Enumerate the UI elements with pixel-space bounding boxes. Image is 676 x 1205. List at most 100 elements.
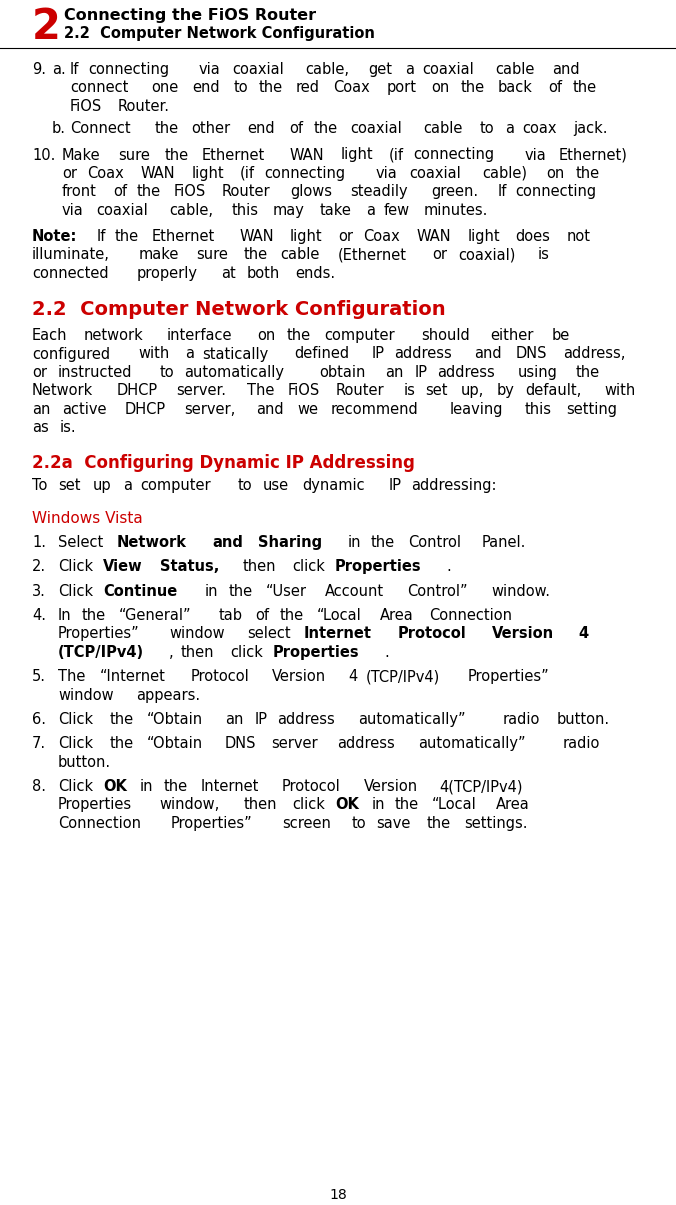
Text: set: set [425, 383, 448, 398]
Text: Connecting the FiOS Router: Connecting the FiOS Router [64, 8, 316, 23]
Text: the: the [314, 122, 337, 136]
Text: or: or [62, 166, 77, 181]
Text: at: at [222, 266, 237, 281]
Text: Each: Each [32, 328, 68, 343]
Text: front: front [62, 184, 97, 199]
Text: FiOS: FiOS [70, 99, 102, 113]
Text: the: the [243, 247, 268, 263]
Text: address: address [437, 365, 496, 380]
Text: using: using [518, 365, 558, 380]
Text: radio: radio [563, 736, 600, 752]
Text: OK: OK [335, 798, 359, 812]
Text: one: one [151, 81, 178, 95]
Text: 4(TCP/IPv4): 4(TCP/IPv4) [439, 780, 523, 794]
Text: (TCP/IPv4): (TCP/IPv4) [366, 669, 440, 684]
Text: and: and [256, 401, 284, 417]
Text: via: via [62, 202, 84, 218]
Text: configured: configured [32, 347, 110, 362]
Text: cable: cable [281, 247, 320, 263]
Text: a: a [405, 61, 414, 77]
Text: to: to [480, 122, 495, 136]
Text: “Local: “Local [316, 609, 361, 623]
Text: appears.: appears. [136, 688, 200, 703]
Text: the: the [460, 81, 485, 95]
Text: an: an [225, 712, 243, 727]
Text: 9.: 9. [32, 61, 46, 77]
Text: 4.: 4. [32, 609, 46, 623]
Text: be: be [552, 328, 570, 343]
Text: this: this [525, 401, 552, 417]
Text: light: light [191, 166, 224, 181]
Text: DHCP: DHCP [125, 401, 166, 417]
Text: back: back [498, 81, 533, 95]
Text: 5.: 5. [32, 669, 46, 684]
Text: does: does [515, 229, 550, 243]
Text: via: via [525, 147, 546, 163]
Text: is.: is. [59, 421, 76, 435]
Text: in: in [347, 535, 361, 549]
Text: connecting: connecting [88, 61, 169, 77]
Text: Coax: Coax [363, 229, 400, 243]
Text: active: active [62, 401, 106, 417]
Text: ends.: ends. [295, 266, 335, 281]
Text: defined: defined [294, 347, 349, 362]
Text: obtain: obtain [319, 365, 366, 380]
Text: a.: a. [52, 61, 66, 77]
Text: we: we [298, 401, 319, 417]
Text: and: and [475, 347, 502, 362]
Text: red: red [296, 81, 320, 95]
Text: up,: up, [460, 383, 483, 398]
Text: FiOS: FiOS [288, 383, 320, 398]
Text: cable: cable [496, 61, 535, 77]
Text: Select: Select [58, 535, 103, 549]
Text: 18: 18 [329, 1188, 347, 1203]
Text: the: the [287, 328, 311, 343]
Text: with: with [604, 383, 635, 398]
Text: coaxial: coaxial [350, 122, 402, 136]
Text: end: end [247, 122, 275, 136]
Text: window.: window. [491, 583, 550, 599]
Text: to: to [352, 816, 366, 830]
Text: of: of [256, 609, 269, 623]
Text: make: make [139, 247, 179, 263]
Text: an: an [32, 401, 51, 417]
Text: few: few [384, 202, 410, 218]
Text: Properties: Properties [335, 559, 421, 575]
Text: a: a [123, 478, 132, 493]
Text: window: window [170, 627, 225, 641]
Text: The: The [58, 669, 85, 684]
Text: network: network [84, 328, 143, 343]
Text: address: address [337, 736, 395, 752]
Text: Coax: Coax [87, 166, 124, 181]
Text: Connection: Connection [430, 609, 512, 623]
Text: Control: Control [408, 535, 460, 549]
Text: leaving: leaving [450, 401, 504, 417]
Text: click: click [292, 559, 325, 575]
Text: save: save [377, 816, 411, 830]
Text: an: an [385, 365, 404, 380]
Text: statically: statically [203, 347, 269, 362]
Text: as: as [32, 421, 49, 435]
Text: illuminate,: illuminate, [32, 247, 110, 263]
Text: Click: Click [58, 583, 93, 599]
Text: Ethernet: Ethernet [202, 147, 265, 163]
Text: coaxial: coaxial [96, 202, 148, 218]
Text: The: The [247, 383, 274, 398]
Text: and: and [213, 535, 243, 549]
Text: may: may [272, 202, 304, 218]
Text: Click: Click [58, 712, 93, 727]
Text: of: of [548, 81, 562, 95]
Text: To: To [32, 478, 47, 493]
Text: in: in [372, 798, 385, 812]
Text: connecting: connecting [265, 166, 346, 181]
Text: “User: “User [266, 583, 307, 599]
Text: If: If [70, 61, 79, 77]
Text: 4: 4 [578, 627, 588, 641]
Text: Version: Version [492, 627, 554, 641]
Text: jack.: jack. [573, 122, 608, 136]
Text: default,: default, [525, 383, 581, 398]
Text: cable: cable [423, 122, 462, 136]
Text: or: or [433, 247, 448, 263]
Text: Internet: Internet [201, 780, 259, 794]
Text: 3.: 3. [32, 583, 46, 599]
